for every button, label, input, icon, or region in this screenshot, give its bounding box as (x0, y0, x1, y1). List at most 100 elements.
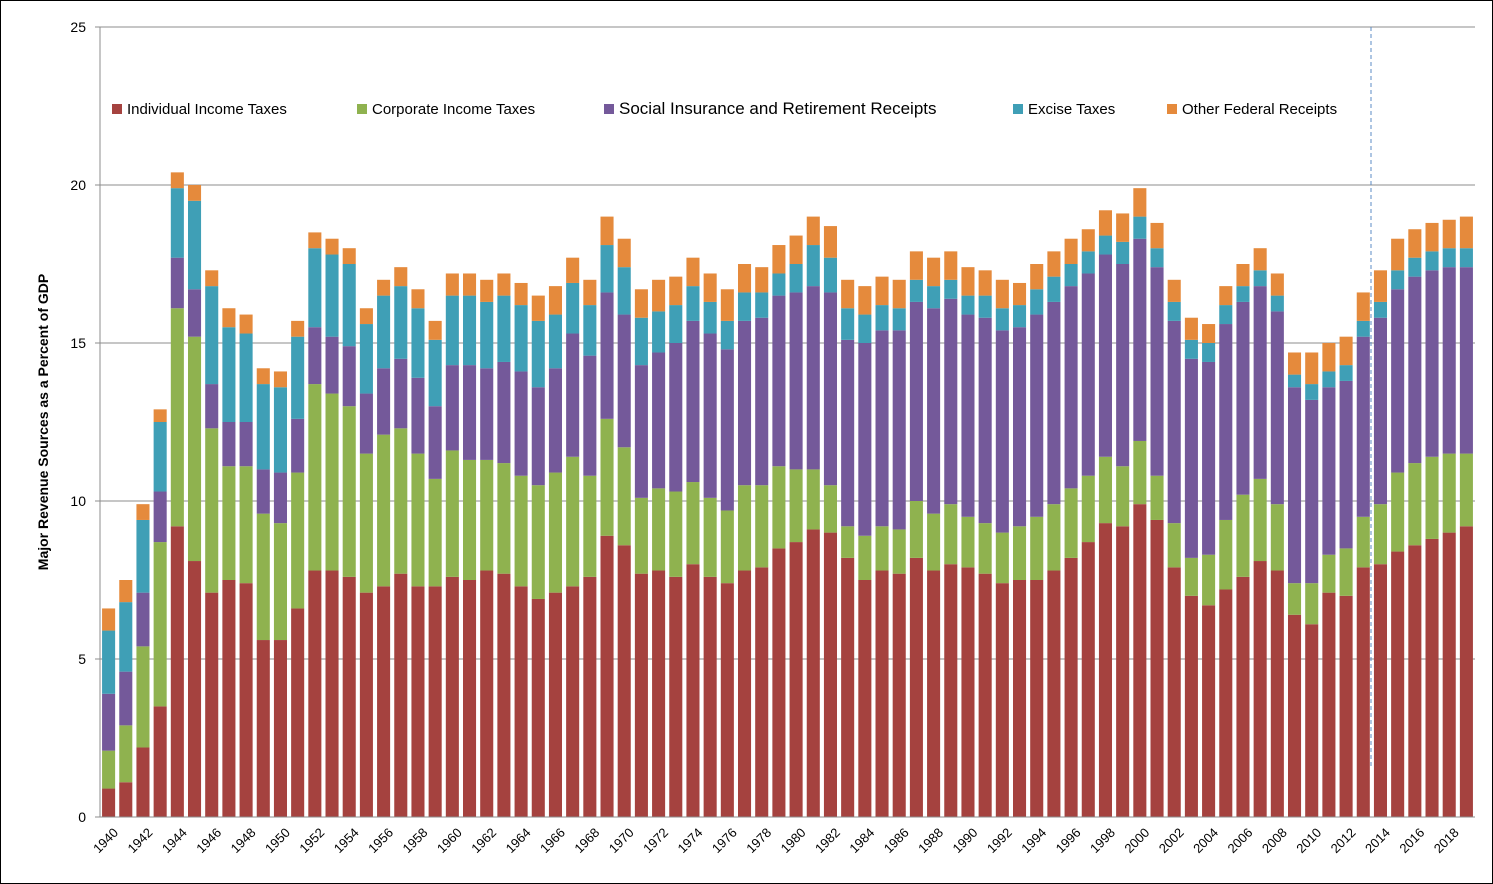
bar-segment (1322, 343, 1336, 372)
y-axis-label: Major Revenue Sources as a Percent of GD… (35, 274, 51, 570)
bar-segment (497, 273, 511, 296)
bar-segment (1356, 516, 1370, 568)
bar-segment (892, 529, 906, 574)
bar-segment (909, 557, 923, 817)
bar-segment (1373, 301, 1387, 318)
y-tick-label: 10 (70, 493, 86, 509)
bar-segment (548, 592, 562, 817)
bar-segment (239, 333, 253, 422)
bar-segment (1253, 478, 1267, 562)
bar-segment (428, 586, 442, 817)
bar-segment (377, 368, 391, 435)
bar-segment (944, 279, 958, 299)
bar-segment (1150, 475, 1164, 520)
bar-segment (480, 368, 494, 460)
bar-segment (772, 295, 786, 467)
bar-segment (170, 172, 184, 189)
bar-segment (1408, 545, 1422, 817)
bar-segment (583, 576, 597, 817)
bar-segment (1373, 504, 1387, 565)
bar-segment (583, 305, 597, 356)
bar-segment (480, 459, 494, 571)
bar-segment (669, 305, 683, 343)
bar-segment (806, 529, 820, 817)
bar-segment (136, 504, 150, 520)
bar-segment (1459, 248, 1473, 268)
bar-segment (1391, 238, 1405, 271)
bar-segment (738, 570, 752, 817)
bar-segment (978, 523, 992, 574)
bar-segment (1150, 267, 1164, 476)
bar-segment (291, 472, 305, 609)
bar-segment (1150, 248, 1164, 268)
bar-segment (858, 343, 872, 536)
bar-segment (1391, 289, 1405, 473)
y-tick-label: 20 (70, 177, 86, 193)
bar-segment (652, 279, 666, 312)
bar-segment (978, 573, 992, 817)
bar-segment (256, 384, 270, 470)
bar-segment (428, 478, 442, 587)
bar-segment (291, 418, 305, 473)
bar-segment (1270, 295, 1284, 312)
bar-segment (1047, 301, 1061, 505)
bar-segment (102, 608, 116, 631)
bar-segment (136, 519, 150, 593)
bar-segment (1081, 251, 1095, 274)
bar-segment (927, 257, 941, 287)
bar-segment (1356, 292, 1370, 321)
bar-segment (720, 510, 734, 584)
bar-segment (566, 282, 580, 334)
bar-segment (617, 314, 631, 448)
bar-segment (617, 545, 631, 817)
bar-segment (600, 418, 614, 536)
bar-segment (170, 308, 184, 527)
bar-segment (995, 532, 1009, 584)
bar-segment (359, 592, 373, 817)
bar-segment (1133, 504, 1147, 817)
bar-segment (772, 245, 786, 274)
bar-segment (1167, 567, 1181, 817)
bar-segment (892, 279, 906, 309)
bar-segment (978, 295, 992, 318)
bar-segment (291, 608, 305, 817)
bar-segment (1236, 494, 1250, 577)
bar-segment (1288, 374, 1302, 388)
bar-segment (1047, 251, 1061, 277)
bar-segment (1459, 216, 1473, 249)
bar-segment (600, 245, 614, 293)
bar-segment (892, 308, 906, 331)
bar-segment (566, 257, 580, 283)
bar-segment (1184, 358, 1198, 558)
bar-segment (1047, 570, 1061, 817)
bar-segment (875, 330, 889, 527)
bar-segment (841, 557, 855, 817)
bar-segment (669, 576, 683, 817)
bar-segment (841, 526, 855, 558)
bar-segment (909, 279, 923, 302)
bar-segment (1305, 583, 1319, 625)
bar-segment (1133, 238, 1147, 441)
bar-segment (1408, 463, 1422, 546)
bar-segment (1391, 270, 1405, 290)
bar-segment (823, 226, 837, 258)
bar-segment (394, 358, 408, 429)
bar-segment (720, 583, 734, 817)
bar-segment (1013, 282, 1027, 306)
bar-segment (1459, 267, 1473, 454)
bar-segment (755, 267, 769, 293)
bar-segment (841, 308, 855, 340)
bar-segment (1081, 542, 1095, 817)
bar-segment (188, 336, 202, 562)
bar-segment (1098, 456, 1112, 524)
bar-segment (463, 295, 477, 366)
bar-segment (1047, 504, 1061, 571)
bar-segment (1425, 456, 1439, 539)
bar-segment (1150, 222, 1164, 249)
bar-segment (325, 393, 339, 571)
legend-swatch (604, 104, 614, 114)
bar-segment (703, 301, 717, 334)
bar-segment (1064, 238, 1078, 264)
bar-segment (1373, 270, 1387, 302)
bar-segment (841, 339, 855, 527)
